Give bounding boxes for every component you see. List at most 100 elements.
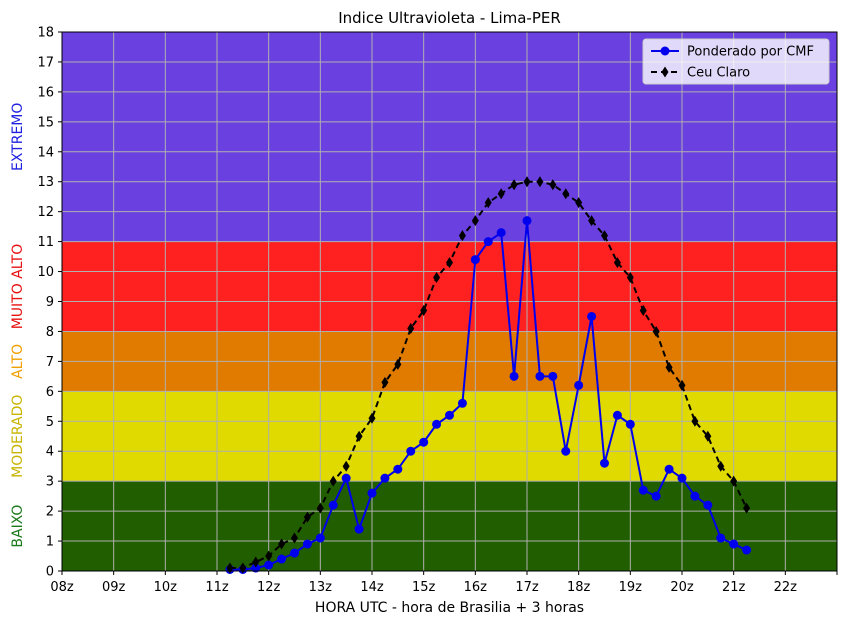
series-cmf — [225, 216, 752, 575]
data-point — [652, 325, 660, 337]
data-point — [536, 176, 544, 188]
y-tick-label: 12 — [37, 205, 54, 220]
x-tick-label: 11z — [205, 580, 229, 595]
x-tick-label: 10z — [154, 580, 178, 595]
data-point — [588, 215, 596, 227]
band-baixo — [62, 481, 837, 571]
y-tick-label: 15 — [37, 115, 54, 130]
data-point — [265, 550, 273, 562]
data-point — [446, 257, 453, 269]
data-point — [380, 473, 390, 483]
data-point — [509, 371, 519, 381]
data-point — [393, 464, 403, 474]
x-tick-label: 19z — [619, 580, 643, 595]
legend-box — [642, 38, 830, 85]
y-tick-label: 17 — [37, 55, 54, 70]
data-point — [457, 398, 467, 408]
x-tick-label: 21z — [722, 580, 746, 595]
data-point — [535, 371, 545, 381]
data-point — [575, 197, 583, 209]
x-tick-label: 15z — [412, 580, 436, 595]
y-tick-label: 7 — [46, 355, 54, 370]
data-point — [291, 532, 298, 544]
data-point — [562, 188, 570, 200]
data-point — [328, 500, 338, 510]
legend-marker — [661, 66, 669, 78]
data-point — [470, 255, 480, 265]
x-tick-label: 16z — [464, 580, 488, 595]
data-point — [471, 215, 479, 227]
band-muito-alto — [62, 241, 837, 332]
data-point — [691, 415, 699, 427]
data-point — [355, 430, 363, 442]
data-point — [367, 488, 377, 498]
y-tick-label: 3 — [46, 475, 54, 490]
data-point — [484, 197, 492, 209]
data-point — [626, 272, 634, 284]
data-point — [730, 475, 738, 487]
data-point — [548, 371, 558, 381]
y-tick-label: 18 — [37, 26, 54, 41]
chart-title: Indice Ultravioleta - Lima-PER — [338, 9, 561, 27]
legend-label: Ceu Claro — [687, 66, 750, 81]
y-tick-label: 16 — [37, 85, 54, 100]
data-point — [574, 380, 584, 390]
data-point — [678, 379, 686, 391]
y-tick-label: 13 — [37, 175, 54, 190]
band-label-baixo: BAIXO — [10, 505, 26, 548]
data-point — [445, 410, 454, 420]
data-point — [341, 473, 351, 483]
data-point — [433, 272, 441, 284]
y-tick-label: 14 — [37, 145, 54, 160]
y-tick-label: 5 — [46, 415, 54, 430]
band-label-extremo: EXTREMO — [10, 103, 26, 171]
data-point — [625, 419, 635, 429]
data-point — [601, 230, 608, 242]
data-point — [600, 458, 609, 468]
data-point — [342, 460, 350, 472]
data-point — [743, 502, 751, 514]
data-point — [638, 485, 648, 495]
x-tick-label: 08z — [50, 580, 74, 595]
data-point — [522, 216, 532, 226]
data-point — [549, 179, 557, 191]
data-point — [407, 322, 415, 334]
data-point — [703, 500, 713, 510]
data-point — [290, 548, 299, 558]
x-tick-label: 18z — [567, 580, 591, 595]
legend: Ponderado por CMF Ceu Claro — [642, 38, 830, 85]
data-point — [729, 539, 739, 549]
data-point — [420, 304, 428, 316]
band-labels: BAIXO MODERADO ALTO MUITO ALTO EXTREMO — [10, 103, 26, 548]
x-tick-label: 13z — [309, 580, 333, 595]
legend-entry: Ponderado por CMF — [651, 45, 814, 60]
band-label-moderado: MODERADO — [10, 395, 26, 478]
data-point — [252, 556, 260, 568]
y-tick-label: 0 — [46, 565, 54, 580]
data-point — [510, 179, 518, 191]
data-point — [354, 524, 364, 534]
data-point — [316, 502, 324, 514]
x-tick-label: 20z — [670, 580, 694, 595]
data-point — [483, 237, 493, 247]
data-point — [406, 446, 416, 456]
data-point — [315, 533, 325, 543]
x-axis-label: HORA UTC - hora de Brasilia + 3 horas — [315, 600, 584, 616]
x-tick-label: 09z — [102, 580, 126, 595]
x-tick-label: 22z — [774, 580, 798, 595]
y-tick-label: 4 — [46, 445, 54, 460]
data-point — [497, 188, 505, 200]
x-tick-label: 12z — [257, 580, 281, 595]
data-point — [523, 176, 531, 188]
data-point — [690, 491, 700, 501]
y-tick-label: 6 — [46, 385, 54, 400]
data-point — [496, 228, 506, 238]
data-point — [639, 304, 647, 316]
legend-entry: Ceu Claro — [651, 66, 750, 81]
y-tick-label: 8 — [46, 325, 54, 340]
data-point — [278, 538, 286, 550]
legend-label: Ponderado por CMF — [687, 45, 814, 60]
band-label-muito-alto: MUITO ALTO — [10, 244, 26, 330]
